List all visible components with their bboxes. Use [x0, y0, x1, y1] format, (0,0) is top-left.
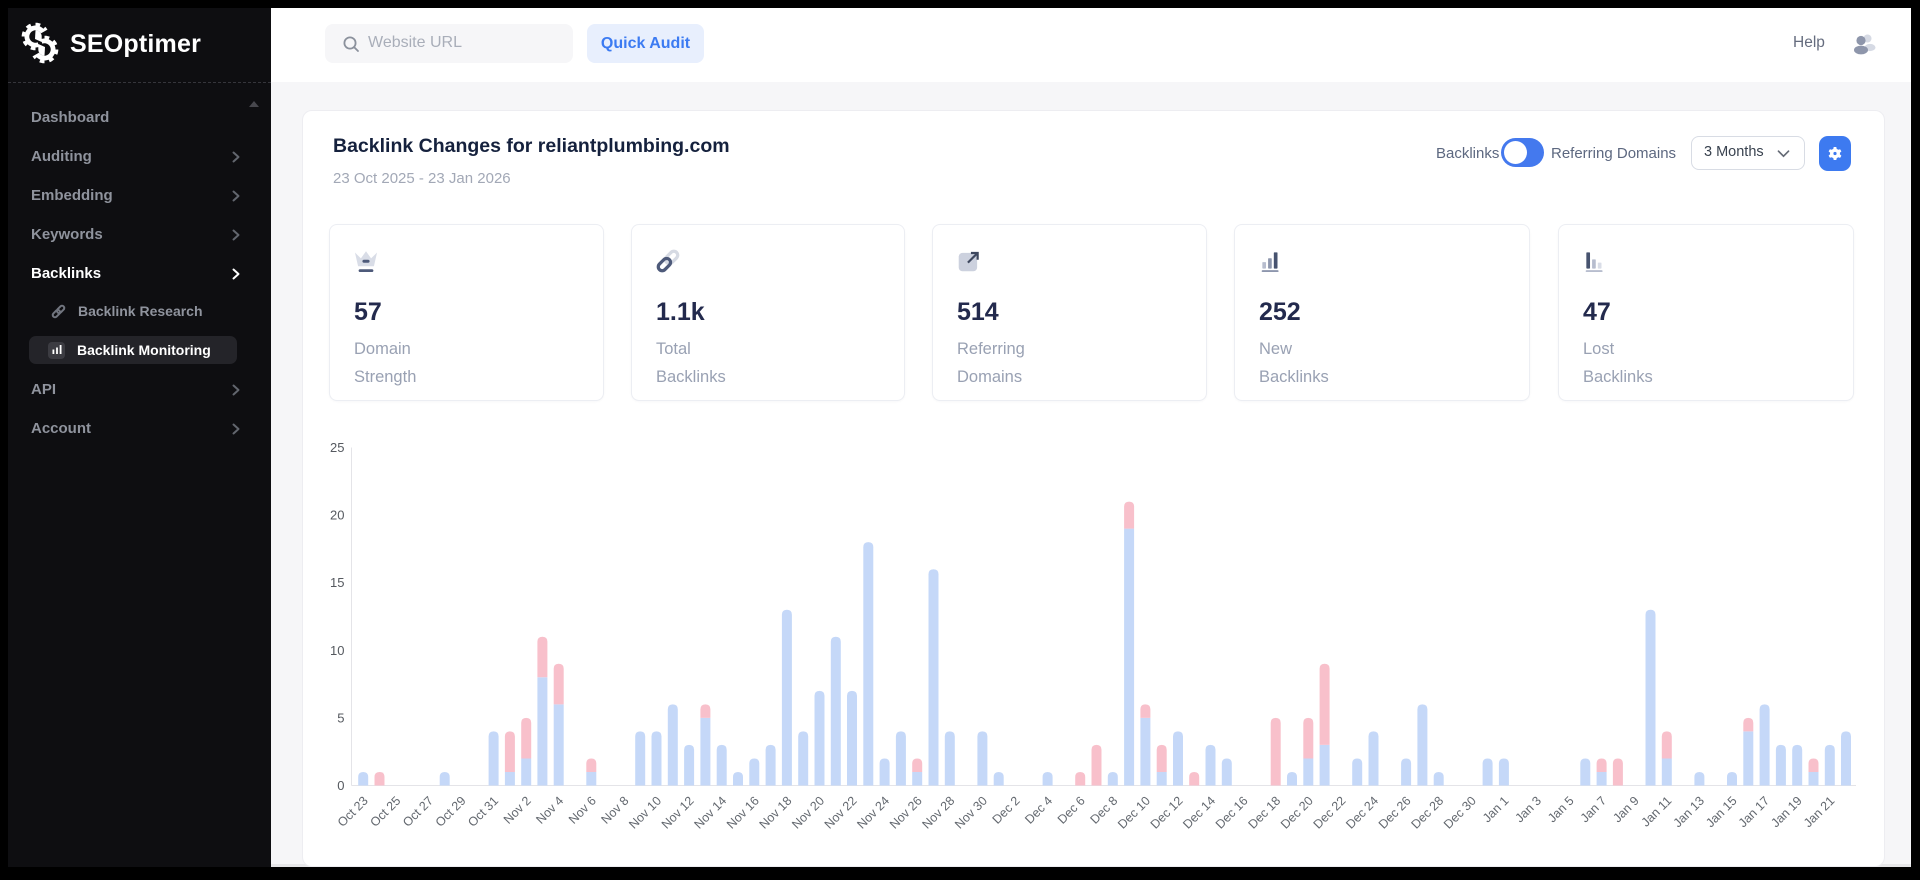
svg-text:Jan 3: Jan 3: [1512, 794, 1544, 826]
svg-text:Nov 28: Nov 28: [920, 794, 958, 832]
svg-text:Jan 9: Jan 9: [1610, 794, 1642, 826]
svg-text:5: 5: [337, 710, 344, 725]
svg-text:Oct 31: Oct 31: [465, 794, 501, 830]
svg-text:20: 20: [330, 508, 344, 523]
svg-text:Nov 14: Nov 14: [691, 794, 729, 832]
svg-text:Dec 12: Dec 12: [1148, 794, 1186, 832]
svg-text:10: 10: [330, 643, 344, 658]
svg-text:25: 25: [330, 440, 344, 455]
svg-text:Dec 24: Dec 24: [1343, 794, 1381, 832]
svg-text:0: 0: [337, 778, 344, 793]
svg-text:Dec 6: Dec 6: [1055, 794, 1088, 827]
svg-text:Dec 2: Dec 2: [990, 794, 1023, 827]
svg-text:Nov 6: Nov 6: [566, 794, 599, 827]
svg-text:Dec 20: Dec 20: [1278, 794, 1316, 832]
svg-text:Jan 11: Jan 11: [1639, 794, 1675, 830]
svg-text:Oct 27: Oct 27: [400, 794, 436, 830]
svg-text:Nov 24: Nov 24: [854, 794, 892, 832]
svg-text:Dec 10: Dec 10: [1115, 794, 1153, 832]
svg-text:Dec 22: Dec 22: [1311, 794, 1349, 832]
svg-text:Jan 7: Jan 7: [1578, 794, 1610, 826]
svg-text:Dec 28: Dec 28: [1408, 794, 1446, 832]
svg-text:Nov 22: Nov 22: [822, 794, 860, 832]
svg-text:Oct 25: Oct 25: [367, 794, 403, 830]
svg-text:Nov 18: Nov 18: [757, 794, 795, 832]
svg-text:Jan 15: Jan 15: [1703, 794, 1739, 830]
svg-text:Jan 21: Jan 21: [1801, 794, 1837, 830]
svg-text:Nov 30: Nov 30: [952, 794, 990, 832]
svg-text:Dec 16: Dec 16: [1213, 794, 1251, 832]
svg-text:Dec 18: Dec 18: [1245, 794, 1283, 832]
svg-text:Nov 12: Nov 12: [659, 794, 697, 832]
svg-text:Nov 16: Nov 16: [724, 794, 762, 832]
svg-text:15: 15: [330, 575, 344, 590]
svg-text:Oct 29: Oct 29: [433, 794, 469, 830]
svg-text:Nov 20: Nov 20: [789, 794, 827, 832]
svg-text:Nov 10: Nov 10: [626, 794, 664, 832]
svg-text:Jan 5: Jan 5: [1545, 794, 1577, 826]
svg-text:Dec 26: Dec 26: [1376, 794, 1414, 832]
svg-text:Nov 4: Nov 4: [533, 794, 566, 827]
svg-text:Dec 14: Dec 14: [1180, 794, 1218, 832]
svg-text:Dec 4: Dec 4: [1022, 794, 1055, 827]
svg-text:Jan 19: Jan 19: [1768, 794, 1804, 830]
svg-text:Jan 13: Jan 13: [1671, 794, 1707, 830]
svg-text:Jan 17: Jan 17: [1736, 794, 1772, 830]
svg-text:Jan 1: Jan 1: [1480, 794, 1512, 826]
svg-text:Nov 2: Nov 2: [501, 794, 534, 827]
svg-text:Oct 23: Oct 23: [335, 794, 371, 830]
svg-text:Nov 26: Nov 26: [887, 794, 925, 832]
svg-text:Dec 30: Dec 30: [1441, 794, 1479, 832]
